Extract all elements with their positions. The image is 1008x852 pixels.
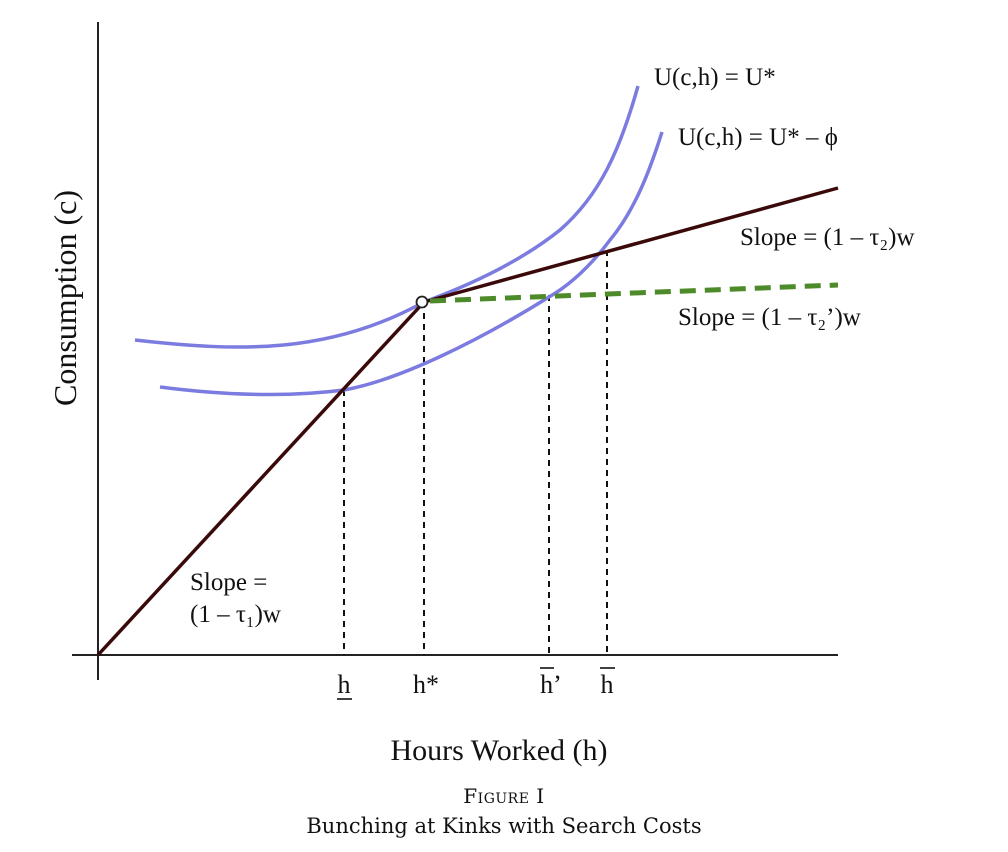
budget-line-upper-segment [423,186,839,304]
label-slope-lower-2: (1 – τ₁)w [190,601,281,628]
y-axis-label: Consumption (c) [47,190,83,406]
label-slope-upper: Slope = (1 – τ₂)w [740,224,915,251]
label-slope-lower-1: Slope = [190,569,267,596]
kink-point [415,295,429,309]
figure-caption-title: Figure I [463,784,545,808]
figure-caption-subtitle: Bunching at Kinks with Search Costs [306,814,702,838]
indifference-curve-low [159,131,664,397]
tick-h-star: h* [413,670,439,699]
label-indifference-low: U(c,h) = U* – ϕ [678,124,838,151]
x-axis-label: Hours Worked (h) [391,734,608,767]
tick-h-bar-prime: h’ [540,670,562,699]
tick-h-low: h [338,670,351,699]
label-indifference-high: U(c,h) = U* [654,64,776,91]
tick-h-bar: h [601,670,614,699]
budget-line-dashed [429,282,839,304]
budget-line-lower-segment [96,300,426,657]
label-slope-dashed: Slope = (1 – τ₂’)w [678,304,861,331]
indifference-curve-high [134,85,640,349]
